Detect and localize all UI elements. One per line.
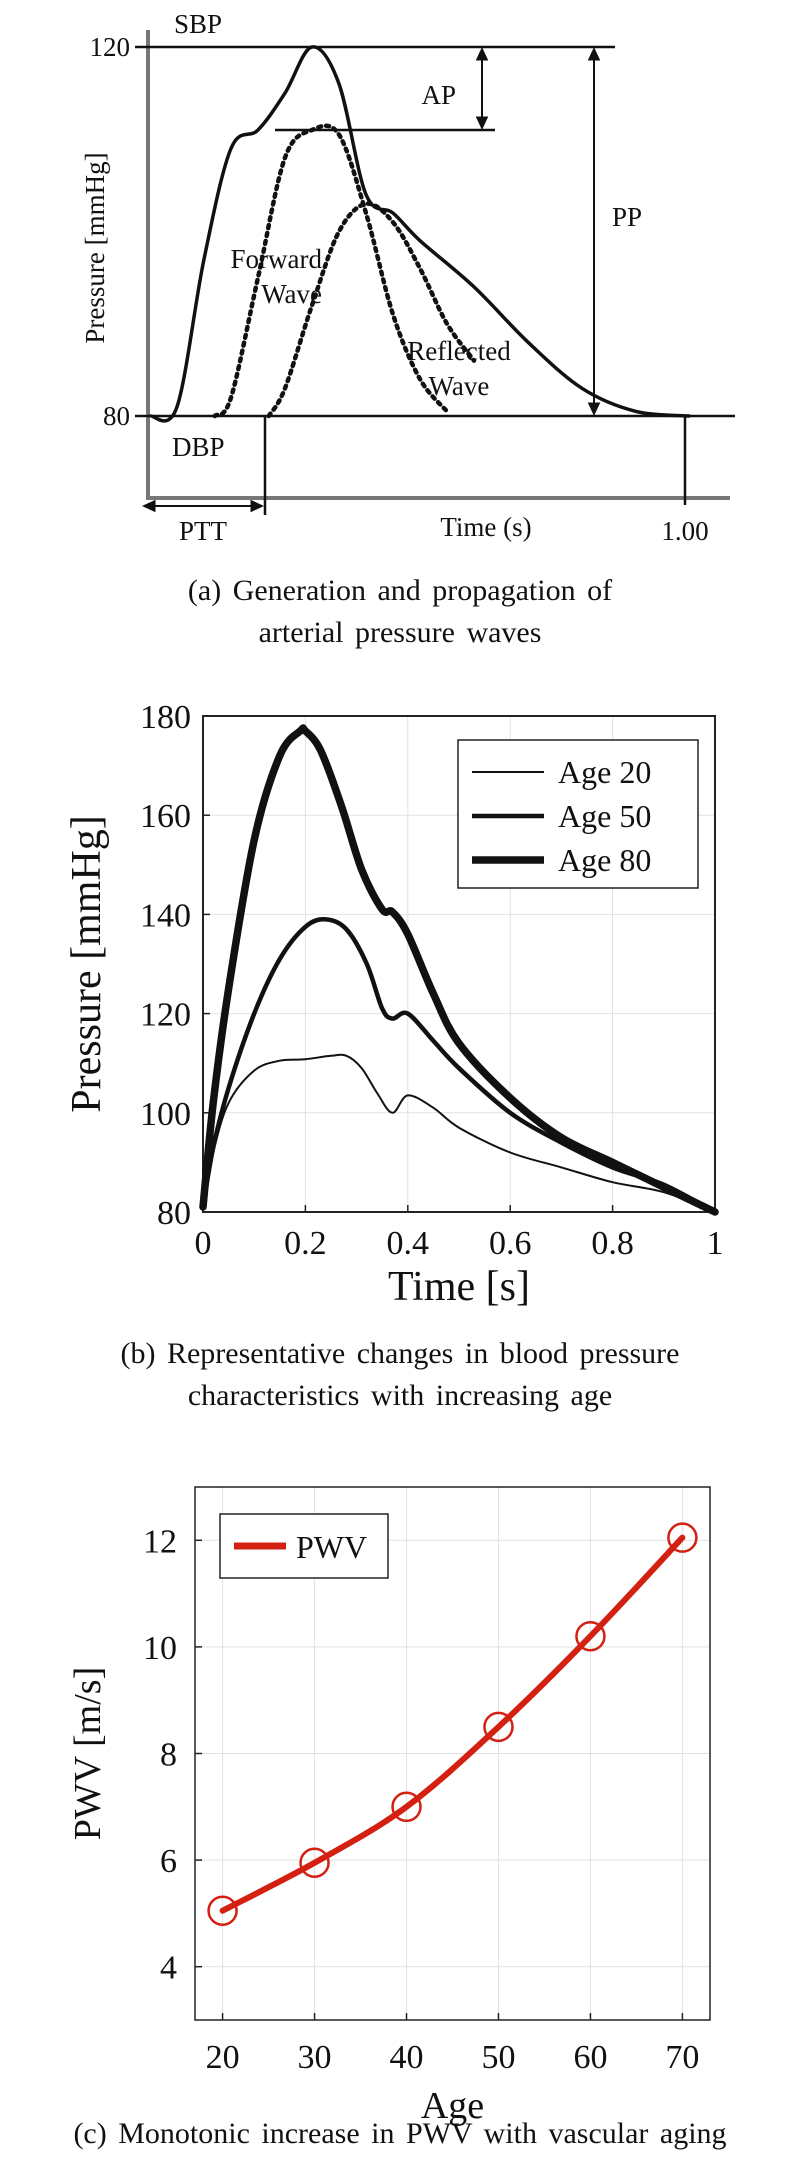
panel-b-caption: (b) Representative changes in blood pres… (0, 1333, 800, 1417)
wave-line-reflected-wave (266, 201, 477, 419)
x-tick-label: 0 (195, 1225, 212, 1262)
x-tick-label: 1 (707, 1225, 724, 1262)
forward-wave-label-1: Forward (231, 244, 323, 274)
panel-c-pwv-chart: 20 30 40 50 60 70 4 6 8 10 12 Age PWV [m/s] PWV (c) M… (0, 1440, 800, 2162)
y-axis-label: Pressure [mmHg] (64, 815, 110, 1112)
x-tick-label: 0.6 (489, 1225, 532, 1262)
x-axis-label: Age (421, 2085, 484, 2127)
wave-line-forward-wave (212, 123, 450, 419)
y-tick-label: 80 (157, 1195, 191, 1232)
y-tick-label-80: 80 (103, 401, 130, 431)
x-tick-label: 20 (206, 2039, 240, 2076)
x-tick-label: 30 (298, 2039, 332, 2076)
x-tick-label: 70 (665, 2039, 699, 2076)
panel-c-caption: (c) Monotonic increase in PWV with vascu… (0, 2113, 800, 2155)
y-axis-label: Pressure [mmHg] (80, 152, 110, 343)
y-tick-label: 160 (140, 798, 191, 835)
panel-c-caption-line-1: (c) Monotonic increase in PWV with vascu… (73, 2117, 727, 2150)
y-tick-label: 12 (143, 1523, 177, 1560)
y-tick-label-120: 120 (90, 32, 131, 62)
pwv-marker (483, 1711, 514, 1743)
panel-b-caption-line-1: (b) Representative changes in blood pres… (120, 1337, 680, 1370)
y-tick-label: 100 (140, 1096, 191, 1133)
ap-label: AP (421, 80, 456, 110)
x-tick-label: 50 (481, 2039, 515, 2076)
ap-arrow-head-up (475, 47, 489, 61)
forward-wave-label-2: Wave (261, 279, 322, 309)
pp-arrow-head-up (587, 47, 601, 61)
legend-label-age-20: Age 20 (558, 754, 651, 790)
panel-a-caption: (a) Generation and propagation of arteri… (0, 570, 800, 654)
x-tick-label: 0.8 (591, 1225, 634, 1262)
pp-arrow-head-down (587, 402, 601, 416)
x-tick-label-1: 1.00 (661, 516, 708, 546)
series-line-age-80 (199, 724, 719, 1216)
panel-a-caption-line-2: arterial pressure waves (258, 616, 542, 649)
y-axis-label: PWV [m/s] (67, 1667, 109, 1840)
x-tick-label: 40 (390, 2039, 424, 2076)
dbp-label: DBP (172, 432, 225, 462)
x-tick-label: 0.4 (387, 1225, 430, 1262)
y-tick-label: 180 (140, 699, 191, 736)
y-tick-label: 8 (160, 1737, 177, 1774)
x-tick-label: 0.2 (284, 1225, 327, 1262)
pulse-wave-chart: 120 80 1.00 Time (s) Pressure [mmHg] SBP DBP AP… (80, 9, 735, 546)
series-line-age-50 (200, 917, 718, 1215)
reflected-wave-label-1: Reflected (407, 336, 511, 366)
pp-label: PP (612, 202, 642, 232)
reflected-wave-label-2: Wave (429, 371, 490, 401)
panel-a-caption-line-1: (a) Generation and propagation of (187, 574, 613, 607)
panel-b-age-pressure-chart: 0 0.2 0.4 0.6 0.8 1 80 100 120 140 160 180 Time [s] P… (0, 680, 800, 1440)
total-pressure-wave (149, 45, 691, 423)
plot-frame (202, 715, 716, 1213)
legend-label-age-80: Age 80 (558, 842, 651, 878)
x-tick-label: 60 (573, 2039, 607, 2076)
pwv-marker (667, 1522, 698, 1553)
ptt-arrow-head-left (142, 499, 156, 513)
x-axis-label: Time [s] (388, 1264, 530, 1310)
sbp-label: SBP (174, 9, 222, 39)
y-tick-label: 6 (160, 1843, 177, 1880)
legend-label-pwv: PWV (296, 1529, 367, 1565)
ap-arrow-head-down (475, 116, 489, 131)
y-tick-label: 10 (143, 1630, 177, 1667)
y-tick-label: 120 (140, 997, 191, 1034)
y-tick-label: 4 (160, 1950, 177, 1987)
series-line-age-20 (202, 1053, 716, 1213)
pwv-marker (575, 1620, 606, 1652)
pwv-marker (391, 1791, 422, 1823)
pwv-marker (299, 1847, 330, 1879)
panel-a-pulse-wave-diagram: 120 80 1.00 Time (s) Pressure [mmHg] SBP DBP AP… (0, 0, 800, 680)
panel-b-caption-line-2: characteristics with increasing age (187, 1379, 613, 1412)
pwv-marker (207, 1895, 238, 1926)
x-axis-label: Time (s) (440, 512, 531, 542)
pwv-age-chart: 20 30 40 50 60 70 4 6 8 10 12 Age PWV [m/s] PWV (67, 1486, 711, 2127)
legend-label-age-50: Age 50 (558, 798, 651, 834)
ptt-arrow-head-right (250, 499, 264, 513)
y-tick-label: 140 (140, 897, 191, 934)
pwv-line (219, 1534, 686, 1914)
ptt-label: PTT (179, 516, 228, 546)
